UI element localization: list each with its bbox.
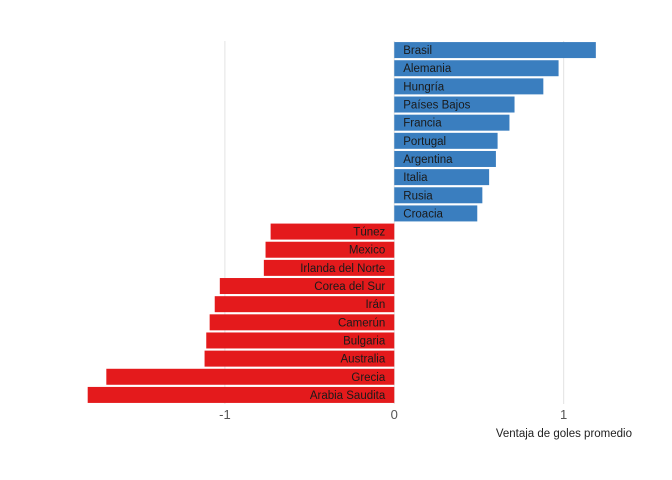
bar-label: Portugal <box>403 136 446 148</box>
bars <box>87 42 596 403</box>
bar <box>87 386 395 403</box>
x-axis-title: Ventaja de goles promedio <box>496 428 632 440</box>
bar <box>394 187 483 204</box>
bar <box>394 132 498 149</box>
bar-label: Australia <box>341 354 386 366</box>
bar <box>270 223 395 240</box>
bar-label: Hungría <box>403 81 445 93</box>
bar <box>394 205 478 222</box>
bar <box>394 169 490 186</box>
bar <box>394 42 596 59</box>
bar-label: Francia <box>403 118 442 130</box>
bar-label: Grecia <box>351 372 385 384</box>
bar-label: Camerún <box>338 317 385 329</box>
bar-label: Países Bajos <box>403 100 470 112</box>
bar <box>219 278 395 295</box>
bar-label: Bulgaria <box>343 335 386 347</box>
bar-label: Túnez <box>353 227 385 239</box>
bar-label: Argentina <box>403 154 453 166</box>
bar <box>394 114 510 131</box>
bar-labels: Brasil Alemania Hungría Países Bajos Francia… <box>300 45 470 402</box>
bar <box>106 368 395 385</box>
bar-label: Mexico <box>349 245 385 257</box>
bar-label: Brasil <box>403 45 432 57</box>
bar <box>214 296 395 313</box>
grid <box>224 41 565 404</box>
bar <box>209 314 395 331</box>
x-tick-label: 0 <box>391 407 398 422</box>
bar <box>204 350 395 367</box>
bar <box>206 332 395 349</box>
x-tick-label: 1 <box>560 407 567 422</box>
x-axis: -1 0 1 <box>219 407 567 422</box>
bar <box>394 60 559 77</box>
bar-label: Irán <box>365 299 385 311</box>
bar <box>265 241 395 258</box>
bar-label: Arabia Saudita <box>310 390 386 402</box>
bar-label: Irlanda del Norte <box>300 263 385 275</box>
bar-label: Alemania <box>403 63 452 75</box>
bar-label: Italia <box>403 172 428 184</box>
bar-label: Corea del Sur <box>314 281 385 293</box>
bar <box>394 150 496 167</box>
bar <box>394 78 544 95</box>
bar-label: Rusia <box>403 190 433 202</box>
x-tick-label: -1 <box>219 407 231 422</box>
bar <box>263 259 395 276</box>
bar <box>394 96 515 113</box>
bar-label: Croacia <box>403 208 443 220</box>
